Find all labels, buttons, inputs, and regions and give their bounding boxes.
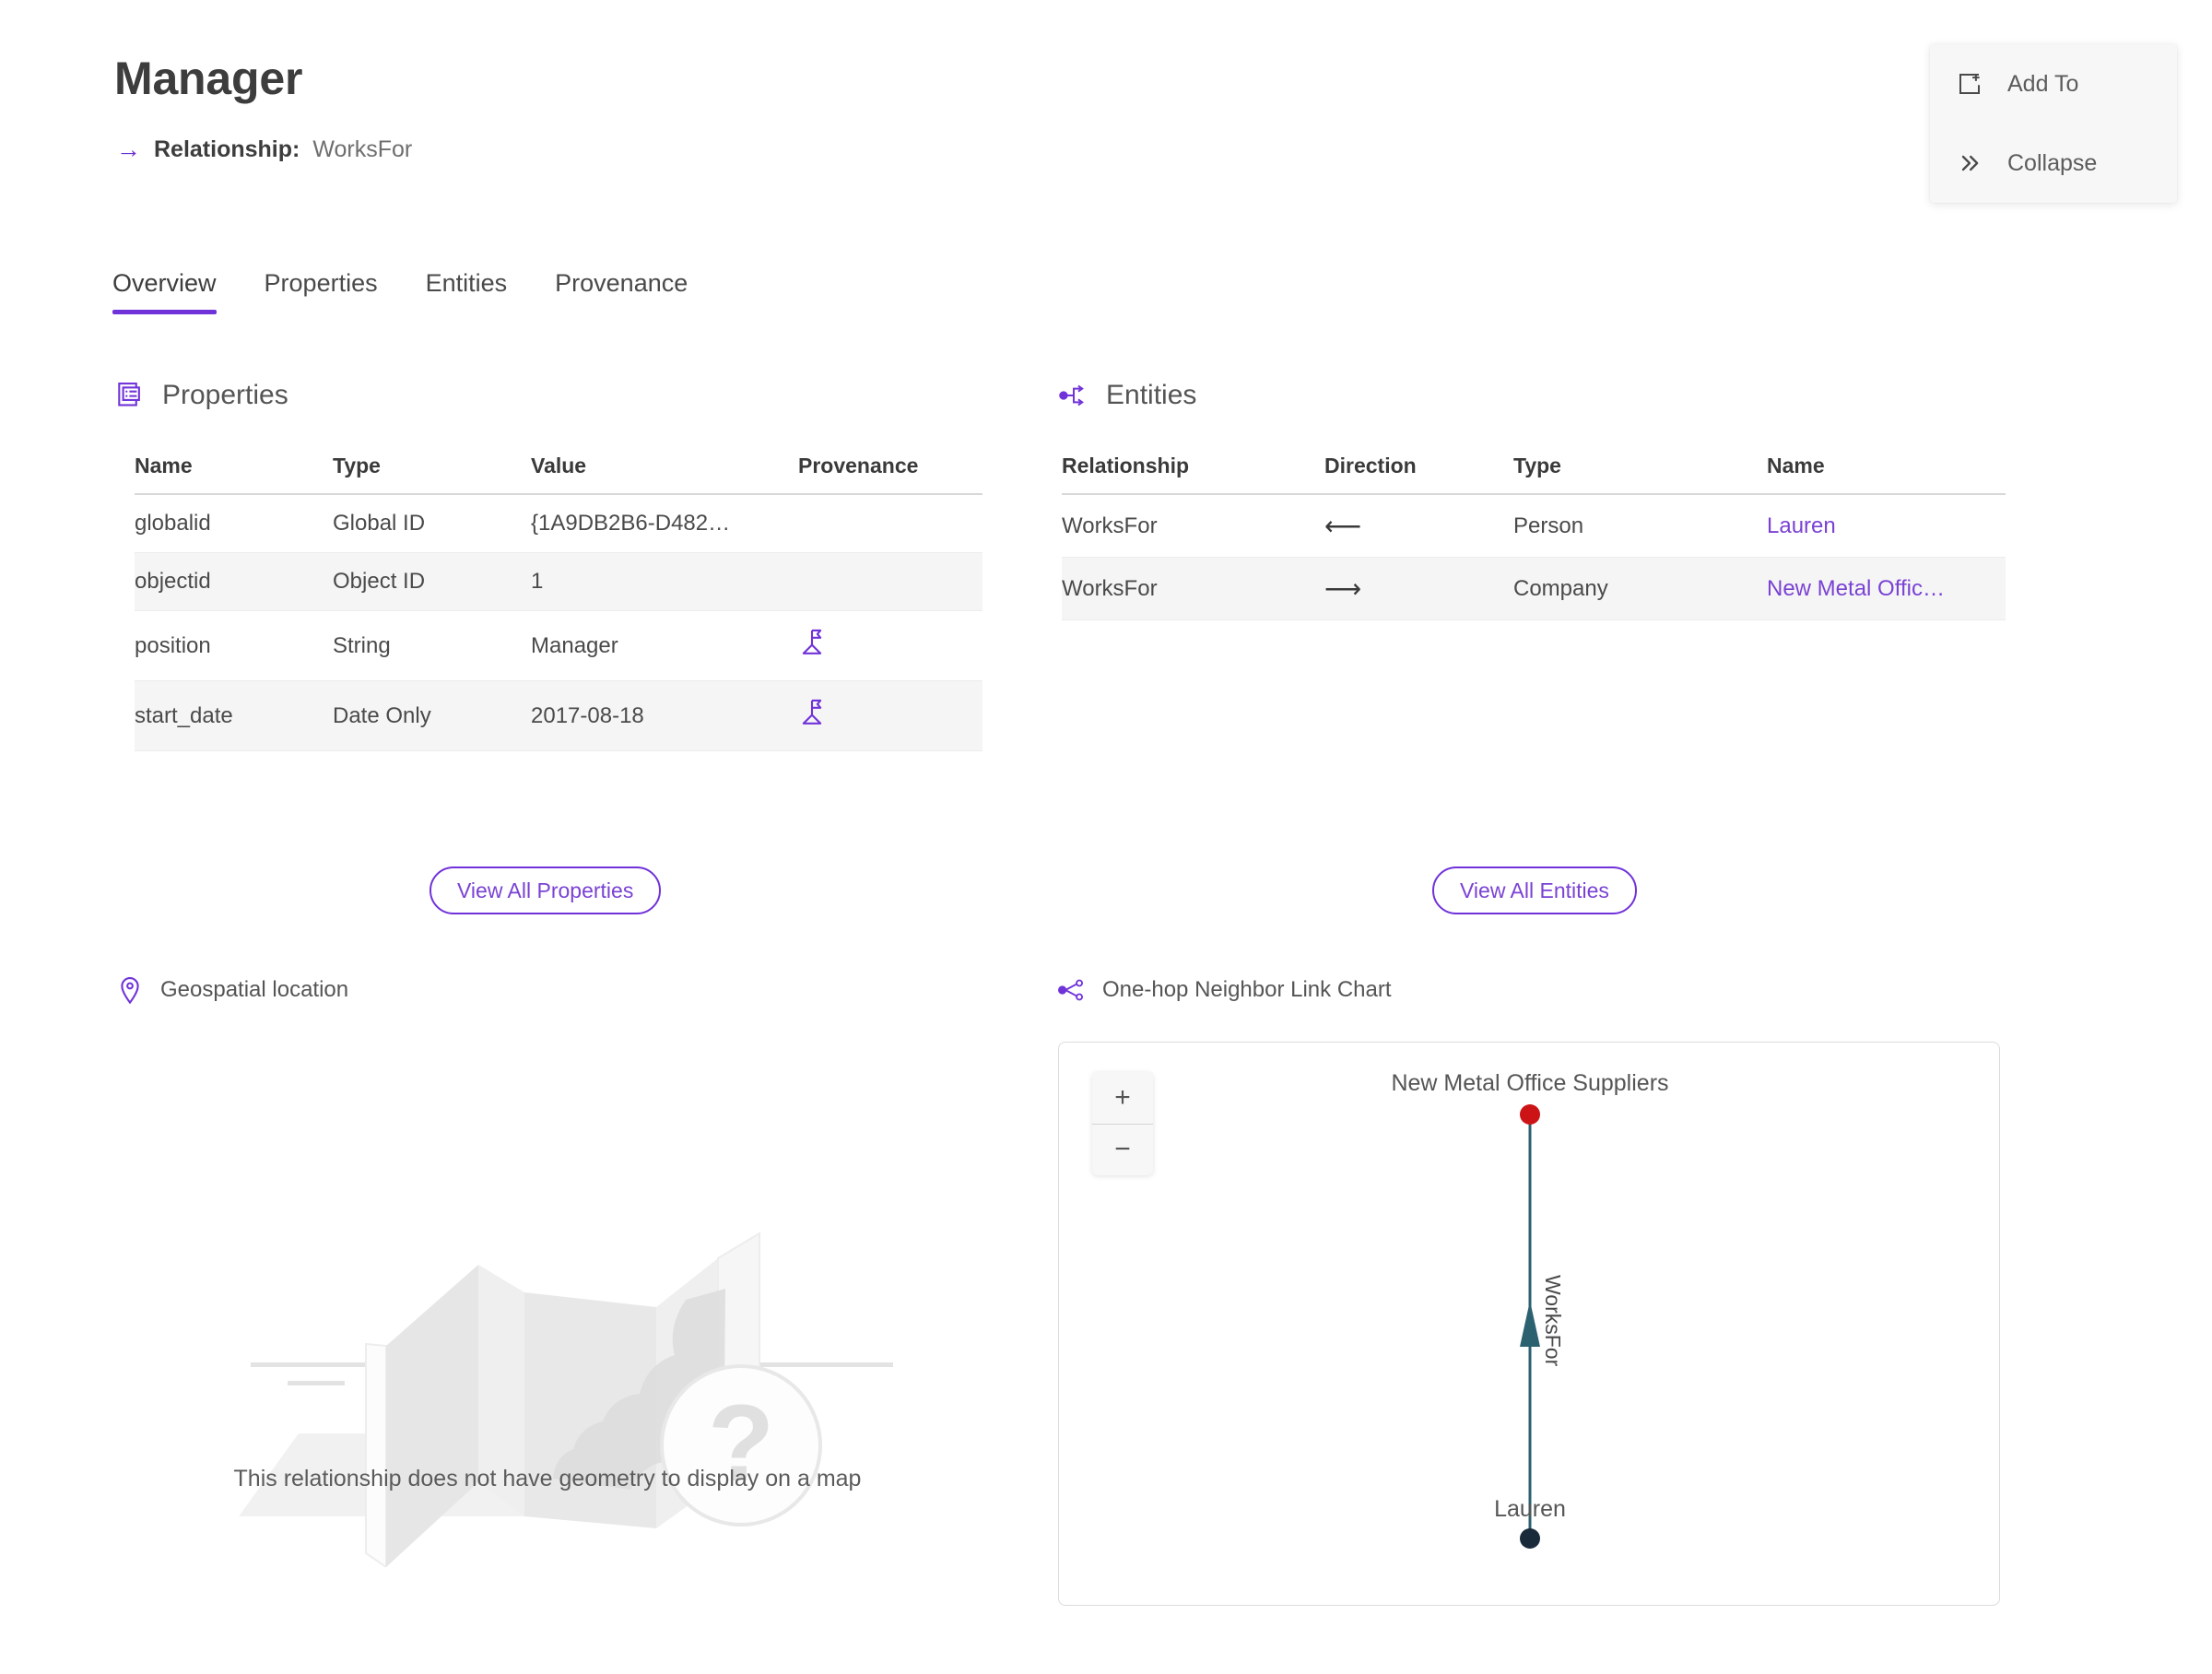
node-company [1520, 1104, 1540, 1125]
table-row[interactable]: objectid Object ID 1 [135, 552, 982, 611]
cell-ent-name-link[interactable]: New Metal Offic… [1767, 557, 2006, 620]
page-title: Manager [114, 53, 303, 104]
link-chart-heading-label: One-hop Neighbor Link Chart [1102, 977, 1392, 1002]
link-chart-section-heading: One-hop Neighbor Link Chart [1058, 975, 1392, 1005]
tab-entities[interactable]: Entities [425, 269, 508, 297]
collapse-chevrons-icon [1954, 147, 1985, 179]
table-row[interactable]: start_date Date Only 2017-08-18 [135, 680, 982, 751]
zoom-controls: + − [1092, 1072, 1153, 1175]
folded-map-illustration: ? [239, 1232, 893, 1569]
location-pin-icon [116, 975, 144, 1005]
cell-prop-type: Object ID [333, 552, 531, 611]
node-label-company: New Metal Office Suppliers [1391, 1070, 1669, 1096]
cell-prop-value: {1A9DB2B6-D482… [531, 494, 798, 553]
cell-prop-value: 1 [531, 552, 798, 611]
cell-ent-direction-arrow-right-icon: ⟶ [1324, 557, 1513, 620]
tab-provenance[interactable]: Provenance [555, 269, 688, 297]
tab-bar: Overview Properties Entities Provenance [112, 269, 735, 314]
entities-graph-icon [1058, 380, 1089, 411]
tab-properties[interactable]: Properties [264, 269, 378, 297]
cell-prop-type: String [333, 610, 531, 681]
svg-text:?: ? [708, 1383, 774, 1504]
add-to-icon [1954, 68, 1985, 100]
provenance-flag-icon[interactable] [798, 699, 826, 734]
cell-ent-name-link[interactable]: Lauren [1767, 494, 2006, 558]
col-prop-provenance: Provenance [798, 454, 982, 495]
relationship-label: Relationship: [154, 136, 300, 162]
geospatial-heading-label: Geospatial location [160, 977, 349, 1002]
map-empty-message: This relationship does not have geometry… [233, 1466, 862, 1491]
table-row[interactable]: WorksFor ⟶ Company New Metal Offic… [1062, 557, 2006, 620]
add-to-button[interactable]: Add To [1930, 44, 2177, 124]
collapse-button[interactable]: Collapse [1930, 124, 2177, 203]
cell-ent-type: Person [1513, 494, 1767, 558]
relationship-value: WorksFor [312, 136, 413, 162]
cell-prop-provenance [798, 494, 982, 553]
cell-ent-type: Company [1513, 557, 1767, 620]
col-prop-name: Name [135, 454, 333, 495]
entities-heading-label: Entities [1106, 380, 1197, 410]
link-chart-icon [1058, 975, 1086, 1005]
geospatial-section-heading: Geospatial location [116, 975, 348, 1005]
properties-heading-label: Properties [162, 380, 288, 410]
entities-table: Relationship Direction Type Name WorksFo… [1062, 454, 2006, 620]
node-label-person: Lauren [1494, 1496, 1566, 1522]
properties-section-heading: Properties [114, 380, 288, 411]
cell-prop-provenance [798, 552, 982, 611]
add-to-label: Add To [2007, 70, 2079, 97]
cell-prop-name: objectid [135, 552, 333, 611]
table-row[interactable]: WorksFor ⟵ Person Lauren [1062, 494, 2006, 558]
action-panel: Add To Collapse [1930, 44, 2177, 203]
arrow-right-icon: → [116, 136, 141, 163]
col-ent-name: Name [1767, 454, 2006, 495]
collapse-label: Collapse [2007, 149, 2098, 176]
properties-table: Name Type Value Provenance globalid Glob… [135, 454, 982, 751]
tab-overview[interactable]: Overview [112, 269, 217, 314]
entities-section-heading: Entities [1058, 380, 1196, 411]
cell-prop-value: Manager [531, 610, 798, 681]
col-ent-relationship: Relationship [1062, 454, 1324, 495]
breadcrumb: → Relationship: WorksFor [116, 136, 412, 163]
properties-document-icon [114, 380, 146, 411]
col-ent-direction: Direction [1324, 454, 1513, 495]
table-row[interactable]: globalid Global ID {1A9DB2B6-D482… [135, 494, 982, 553]
view-all-entities-button[interactable]: View All Entities [1432, 866, 1637, 914]
cell-prop-provenance [798, 610, 982, 681]
view-all-properties-button[interactable]: View All Properties [429, 866, 662, 914]
cell-ent-direction-arrow-left-icon: ⟵ [1324, 494, 1513, 558]
node-person [1520, 1528, 1540, 1549]
link-chart-canvas[interactable]: + − New Metal Office Suppliers Lauren Wo… [1058, 1042, 2000, 1606]
cell-prop-type: Global ID [333, 494, 531, 553]
table-row[interactable]: position String Manager [135, 610, 982, 681]
edge-label-worksfor: WorksFor [1541, 1275, 1565, 1367]
zoom-in-button[interactable]: + [1092, 1072, 1153, 1125]
map-empty-placeholder: ? [114, 1051, 981, 1569]
col-ent-type: Type [1513, 454, 1767, 495]
cell-prop-name: start_date [135, 680, 333, 751]
cell-ent-relationship: WorksFor [1062, 494, 1324, 558]
cell-prop-type: Date Only [333, 680, 531, 751]
entities-table-header-row: Relationship Direction Type Name [1062, 454, 2006, 495]
zoom-out-button[interactable]: − [1114, 1134, 1131, 1165]
col-prop-type: Type [333, 454, 531, 495]
link-chart-graph [1520, 1104, 1540, 1549]
cell-ent-relationship: WorksFor [1062, 557, 1324, 620]
provenance-flag-icon[interactable] [798, 629, 826, 664]
cell-prop-name: position [135, 610, 333, 681]
properties-table-header-row: Name Type Value Provenance [135, 454, 982, 495]
cell-prop-name: globalid [135, 494, 333, 553]
cell-prop-provenance [798, 680, 982, 751]
col-prop-value: Value [531, 454, 798, 495]
cell-prop-value: 2017-08-18 [531, 680, 798, 751]
